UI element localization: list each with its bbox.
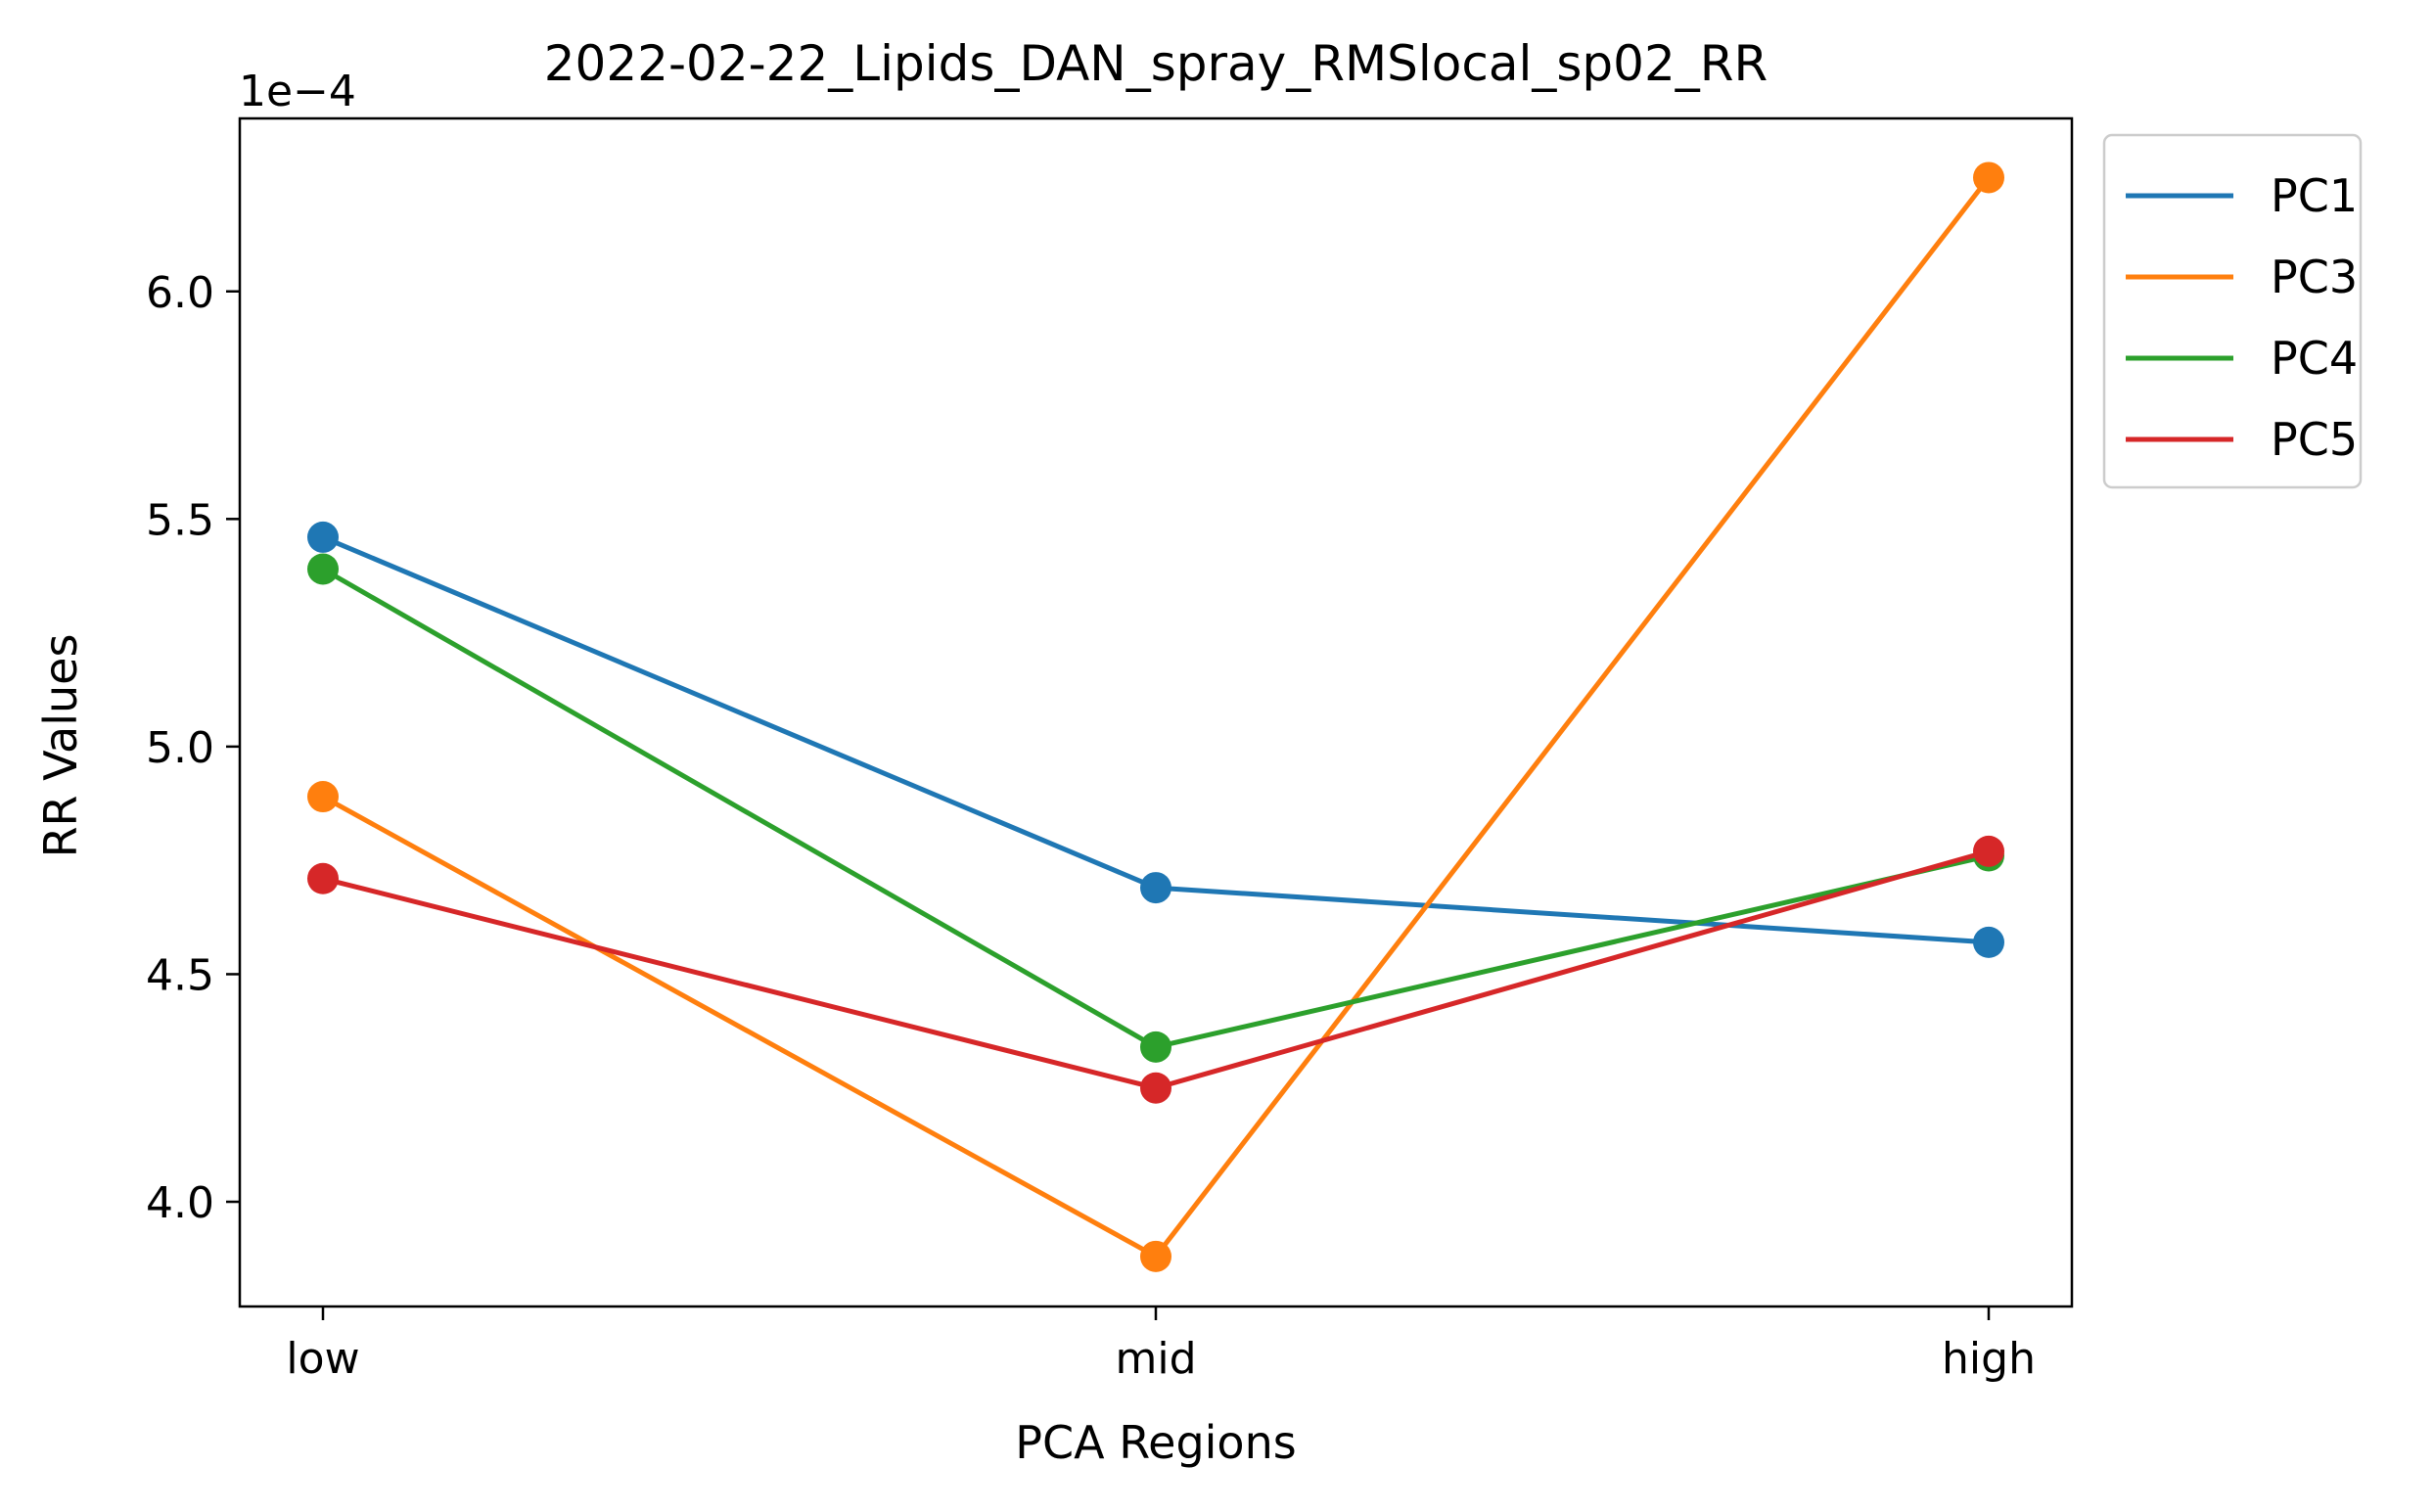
data-point-pc4: [307, 553, 339, 585]
data-point-pc3: [1140, 1240, 1171, 1272]
y-offset-label: 1e−4: [239, 67, 356, 116]
y-tick-label: 6.0: [146, 268, 214, 318]
y-tick-label: 4.0: [146, 1178, 214, 1228]
y-tick-label: 5.0: [146, 723, 214, 773]
legend-label-pc3: PC3: [2271, 251, 2358, 303]
data-point-pc5: [1973, 835, 2004, 867]
data-point-pc1: [1973, 926, 2004, 958]
data-point-pc1: [1140, 872, 1171, 904]
data-point-pc3: [307, 781, 339, 813]
x-tick-label: mid: [1115, 1334, 1196, 1384]
chart-title: 2022-02-22_Lipids_DAN_spray_RMSlocal_sp0…: [544, 35, 1768, 92]
plot-frame: [238, 116, 2074, 1308]
legend: PC1 PC3 PC4 PC5: [2102, 133, 2363, 489]
data-point-pc4: [1140, 1031, 1171, 1063]
y-axis-label: RR Values: [34, 634, 87, 858]
x-tick-label: high: [1942, 1334, 2036, 1384]
legend-label-pc5: PC5: [2271, 413, 2358, 466]
x-tick-label: low: [286, 1334, 359, 1384]
data-point-pc5: [307, 862, 339, 894]
legend-label-pc1: PC1: [2271, 169, 2358, 222]
x-axis-label: PCA Regions: [1015, 1416, 1296, 1469]
data-point-pc3: [1973, 161, 2004, 194]
y-tick-label: 5.5: [146, 495, 214, 545]
data-point-pc5: [1140, 1072, 1171, 1104]
y-tick-label: 4.5: [146, 950, 214, 1000]
legend-label-pc4: PC4: [2271, 332, 2358, 385]
legend-box: [2102, 133, 2363, 489]
data-point-pc1: [307, 521, 339, 553]
plot-area: 4.0 4.5 5.0 5.5 6.0 low mid high: [146, 116, 2074, 1384]
